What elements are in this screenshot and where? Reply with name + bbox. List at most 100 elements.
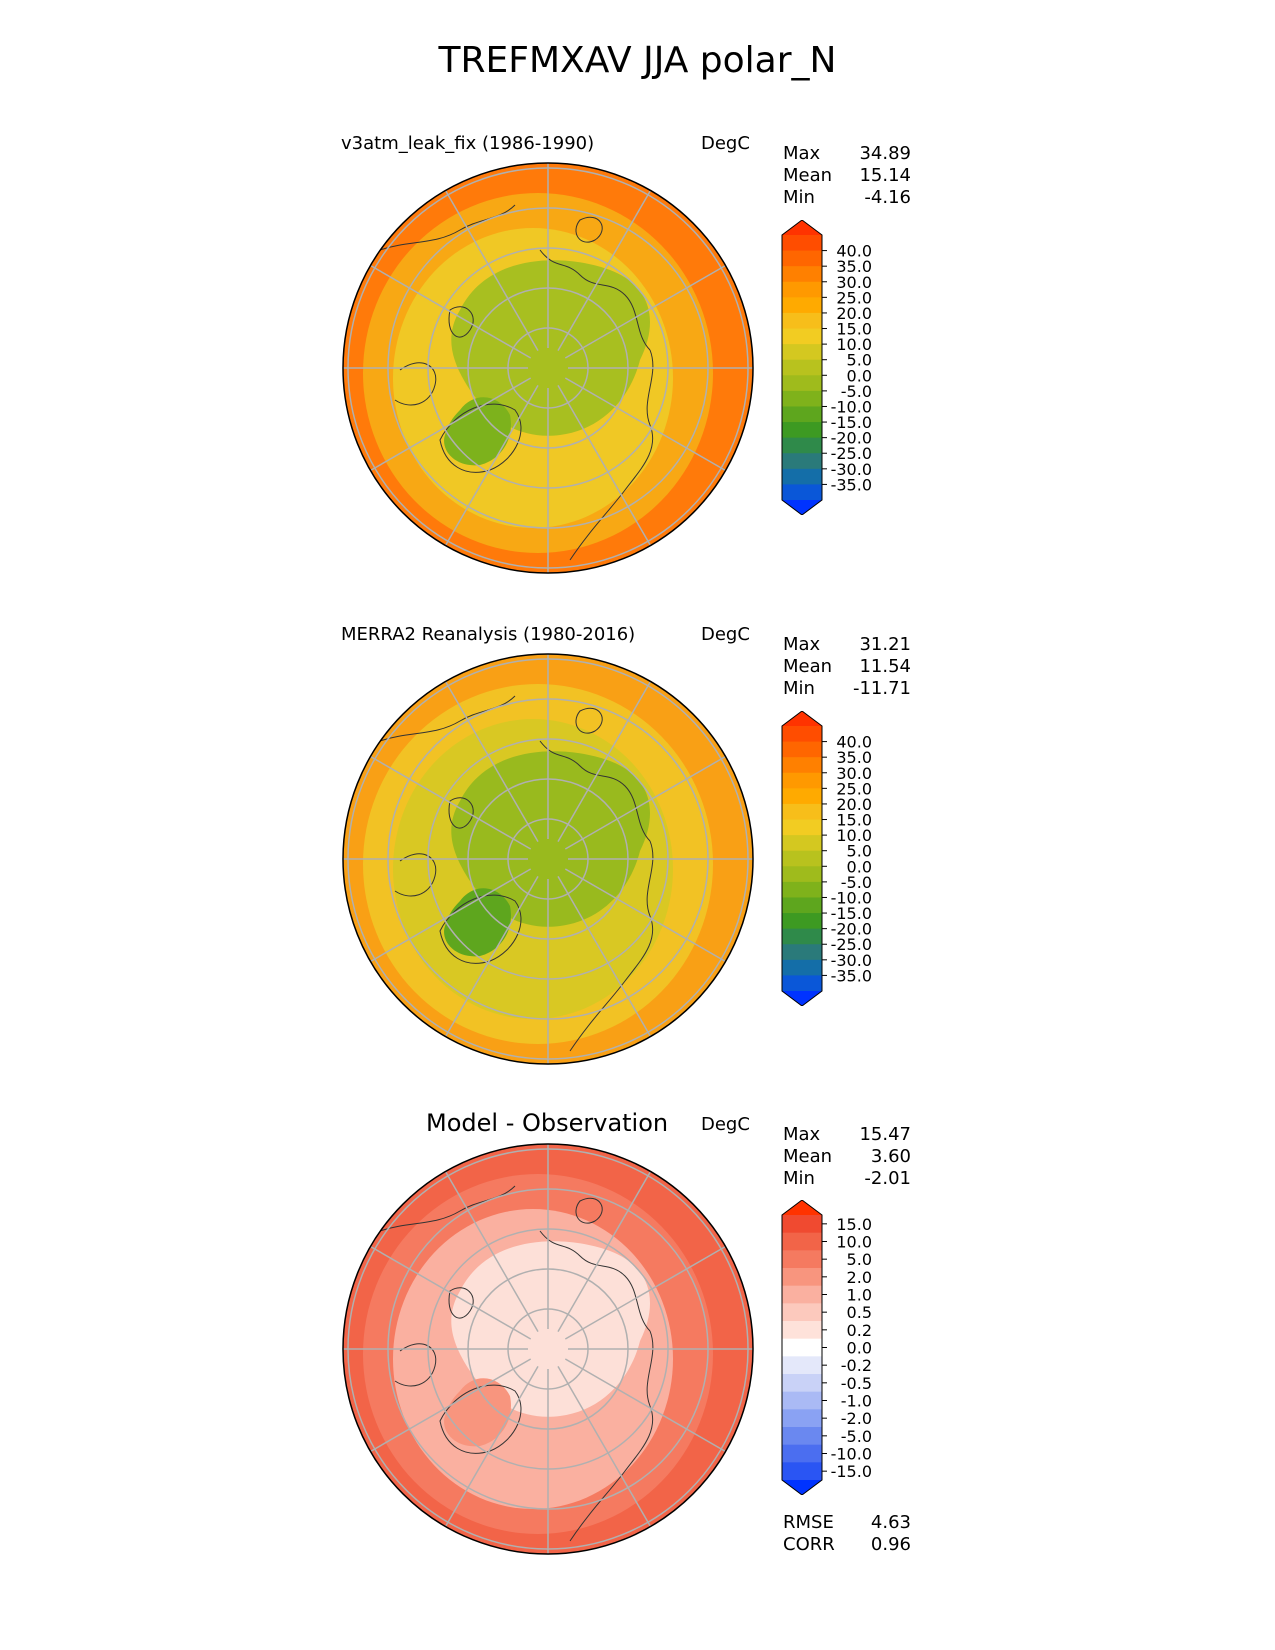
- colorbar-tick-label: -30.0: [831, 951, 872, 970]
- stat-max: Max 34.89: [783, 143, 911, 164]
- colorbar-tick-label: -15.0: [831, 1462, 872, 1481]
- meridian-line: [444, 190, 539, 352]
- colorbar-tick-label: -35.0: [831, 475, 872, 494]
- coastline: [439, 403, 522, 473]
- meridian-line: [444, 384, 539, 546]
- meridian-line: [557, 1171, 652, 1333]
- colorbar-segment: [782, 250, 822, 267]
- colorbar-segment: [782, 1321, 822, 1340]
- colorbar-tick-label: -20.0: [831, 920, 872, 939]
- stat-mean: Mean 15.14: [783, 165, 911, 186]
- meridian-line: [564, 264, 726, 359]
- colorbar-outline: [781, 1200, 823, 1495]
- stat-min: Min -11.71: [783, 678, 911, 699]
- colorbar-segment: [782, 1391, 822, 1410]
- colorbar-tick-label: 0.5: [847, 1303, 872, 1322]
- colorbar-tick-label: 15.0: [836, 811, 872, 830]
- colorbar-segment: [782, 375, 822, 392]
- colorbar-tick-label: 0.0: [847, 857, 872, 876]
- colorbar-tick-label: -35.0: [831, 966, 872, 985]
- meridian-line: [444, 875, 539, 1037]
- colorbar-segment: [782, 281, 822, 298]
- colorbar-tick-label: 5.0: [847, 351, 872, 370]
- colorbar-segment: [782, 468, 822, 485]
- colorbar-segment: [782, 453, 822, 470]
- meridian-line: [444, 681, 539, 843]
- colorbar-tick-label: -5.0: [841, 873, 872, 892]
- panel-3-label: Model - Observation: [426, 1109, 669, 1137]
- colorbar-tick-label: -5.0: [841, 382, 872, 401]
- colorbar-segment: [782, 484, 822, 501]
- stat-mean: Mean 11.54: [783, 656, 911, 677]
- colorbar-tick-label: 0.0: [847, 366, 872, 385]
- colorbar-segment: [782, 897, 822, 914]
- panel-2-units: DegC: [701, 624, 750, 645]
- panel-2-polar-map: [342, 653, 754, 1065]
- map-boundary: [342, 653, 754, 1065]
- stat-max: Max 15.47: [783, 1124, 911, 1145]
- colorbar-segment: [782, 819, 822, 836]
- colorbar-tick-label: -15.0: [831, 413, 872, 432]
- colorbar-segment: [782, 422, 822, 439]
- coastline: [439, 1384, 522, 1454]
- colorbar-tick-label: 40.0: [836, 733, 872, 752]
- colorbar-segment: [782, 1462, 822, 1481]
- meridian-line: [370, 755, 532, 850]
- colorbar-segment: [782, 1303, 822, 1322]
- colorbar-segment: [782, 1427, 822, 1446]
- colorbar-tick-label: 10.0: [836, 1233, 872, 1252]
- colorbar-segment: [782, 1232, 822, 1251]
- colorbar-tick-label: 35.0: [836, 748, 872, 767]
- colorbar-tick-label: 25.0: [836, 779, 872, 798]
- coastline: [575, 1198, 603, 1224]
- colorbar-segment: [782, 772, 822, 789]
- stat-min: Min -4.16: [783, 187, 911, 208]
- coastline: [539, 249, 651, 351]
- colorbar-segment: [782, 975, 822, 992]
- coastline: [448, 797, 474, 829]
- meridian-line: [444, 1171, 539, 1333]
- colorbar-segment: [782, 913, 822, 930]
- panel-1-stats: Max 34.89 Mean 15.14 Min -4.16: [783, 143, 911, 209]
- colorbar-segment: [782, 437, 822, 454]
- stat-min: Min -2.01: [783, 1168, 911, 1189]
- stat-corr: CORR 0.96: [783, 1534, 911, 1555]
- colorbar-segment: [782, 297, 822, 314]
- colorbar-tick-label: -25.0: [831, 444, 872, 463]
- colorbar-tick-label: -2.0: [841, 1409, 872, 1428]
- colorbar-extend-min: [782, 991, 822, 1006]
- coastline: [448, 1287, 474, 1319]
- field-greenland-region: [444, 1378, 511, 1447]
- colorbar-tick-label: 0.2: [847, 1321, 872, 1340]
- meridian-line: [444, 1365, 539, 1527]
- colorbar-segment: [782, 944, 822, 961]
- colorbar-tick-label: -5.0: [841, 1427, 872, 1446]
- coastline: [569, 840, 654, 1052]
- colorbar-segment: [782, 850, 822, 867]
- coastline: [575, 708, 603, 734]
- stat-rmse: RMSE 4.63: [783, 1512, 911, 1533]
- colorbar-segment: [782, 359, 822, 376]
- colorbar-tick-label: -10.0: [831, 1445, 872, 1464]
- panel-3-units: DegC: [701, 1114, 750, 1135]
- field-greenland-region: [444, 888, 511, 957]
- colorbar-segment: [782, 959, 822, 976]
- colorbar-tick-label: -30.0: [831, 460, 872, 479]
- colorbar-tick-label: 2.0: [847, 1268, 872, 1287]
- colorbar-segment: [782, 1444, 822, 1463]
- panel-3-polar-map: [342, 1143, 754, 1555]
- colorbar-tick-label: 15.0: [836, 320, 872, 339]
- colorbar-segment: [782, 1356, 822, 1375]
- panel-3-colorbar: 15.010.05.02.01.00.50.20.0-0.2-0.5-1.0-2…: [781, 1200, 872, 1495]
- colorbar-extend-min: [782, 500, 822, 515]
- colorbar-segment: [782, 757, 822, 774]
- colorbar-tick-label: 10.0: [836, 335, 872, 354]
- colorbar-segment: [782, 1338, 822, 1357]
- stat-mean: Mean 3.60: [783, 1146, 911, 1167]
- colorbar-segment: [782, 312, 822, 330]
- colorbar-extend-min: [782, 1480, 822, 1495]
- panel-2-label: MERRA2 Reanalysis (1980-2016): [341, 624, 636, 645]
- meridian-line: [370, 1245, 532, 1340]
- map-boundary: [342, 1143, 754, 1555]
- colorbar-segment: [782, 726, 822, 743]
